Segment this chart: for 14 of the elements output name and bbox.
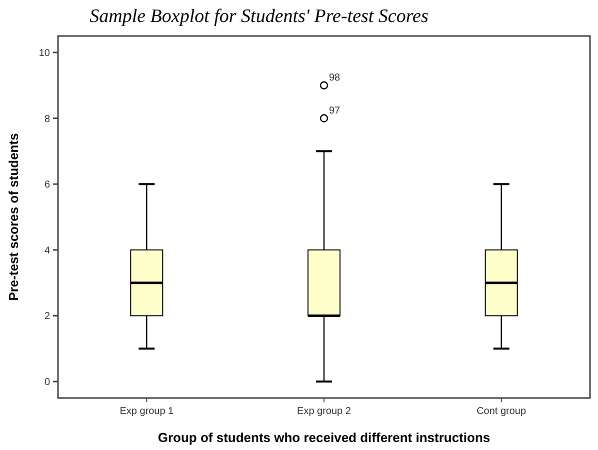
- annotation: 97: [329, 105, 341, 116]
- y-tick-label: 2: [44, 311, 50, 322]
- y-tick-label: 10: [38, 48, 50, 59]
- x-tick-label: Exp group 2: [297, 406, 352, 417]
- y-axis-title: Pre-test scores of students: [6, 133, 21, 301]
- y-tick-label: 4: [44, 245, 50, 256]
- y-tick-label: 8: [44, 114, 50, 125]
- y-tick-label: 6: [44, 180, 50, 191]
- chart-title: Sample Boxplot for Students' Pre-test Scores: [90, 6, 428, 27]
- annotation: 98: [329, 72, 341, 84]
- x-tick-label: Exp group 1: [120, 406, 174, 417]
- x-tick-label: Cont group: [476, 406, 527, 417]
- x-axis-title: Group of students who received different instructions: [158, 430, 490, 445]
- y-tick-label: 0: [44, 377, 50, 388]
